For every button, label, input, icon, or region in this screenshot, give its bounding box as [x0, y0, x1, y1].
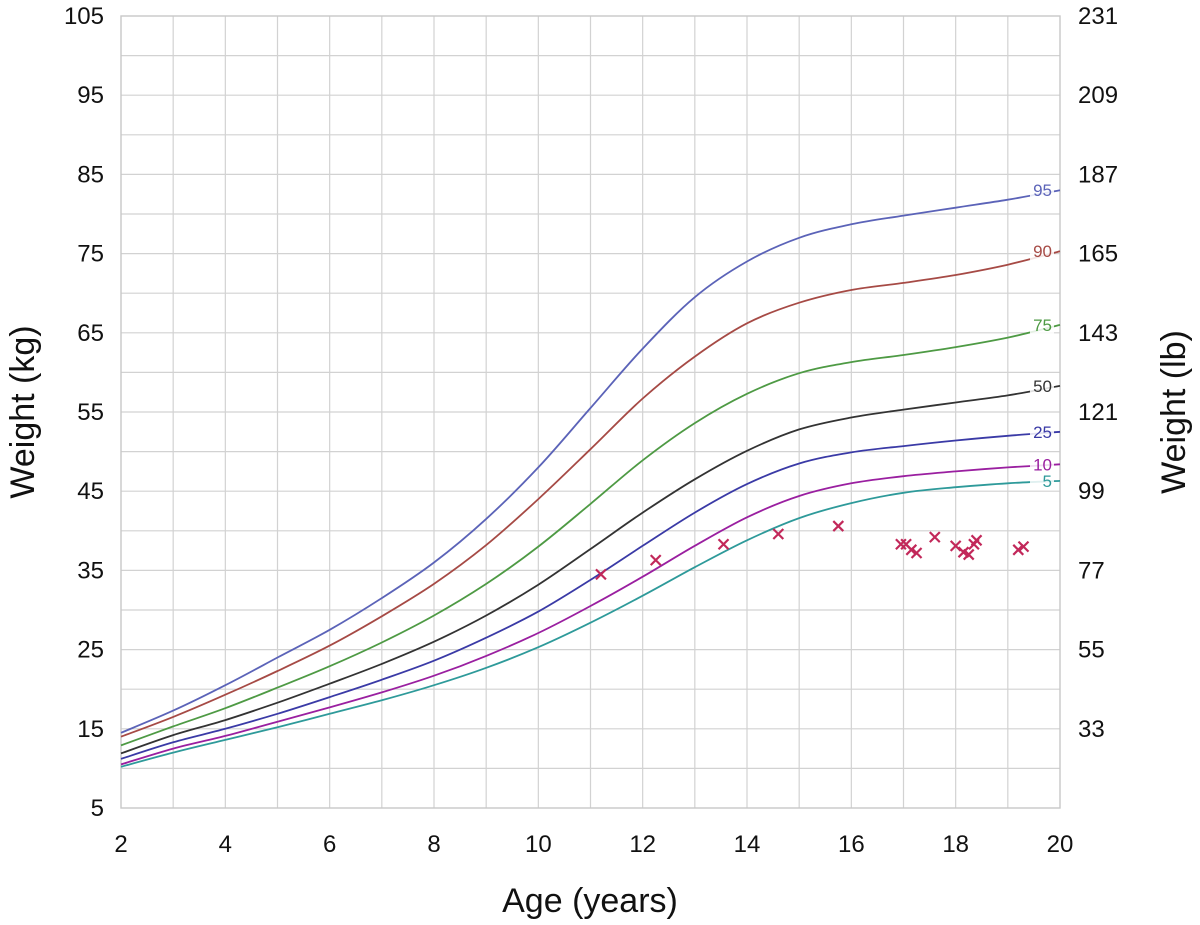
- x-tick-label: 8: [427, 831, 440, 858]
- y-tick-label: 75: [77, 241, 104, 268]
- percentile-curve-90: [120, 250, 1061, 738]
- y-tick-label: 5: [91, 795, 104, 822]
- y-tick-label: 15: [77, 716, 104, 743]
- y2-tick-label: 77: [1078, 557, 1105, 584]
- percentile-label-90: 90: [1033, 242, 1052, 261]
- y2-tick-label: 33: [1078, 716, 1105, 743]
- y-tick-label: 25: [77, 637, 104, 664]
- x-tick-label: 6: [323, 831, 336, 858]
- y2-tick-label: 209: [1078, 82, 1118, 109]
- x-tick-label: 12: [629, 831, 656, 858]
- percentile-label-95: 95: [1033, 181, 1052, 200]
- x-tick-label: 2: [114, 831, 127, 858]
- measurement-point: [832, 520, 845, 532]
- x-tick-label: 10: [525, 831, 552, 858]
- y2-tick-label: 121: [1078, 399, 1118, 426]
- y2-tick-label: 99: [1078, 478, 1105, 505]
- percentile-label-10: 10: [1033, 455, 1052, 474]
- y-tick-label: 35: [77, 557, 104, 584]
- y-tick-label: 55: [77, 399, 104, 426]
- y-axis-title: Weight (kg): [4, 325, 42, 498]
- measurement-point: [595, 568, 607, 581]
- y-tick-label: 105: [64, 3, 104, 30]
- percentile-curve-75: [120, 324, 1061, 747]
- percentile-curve-25: [120, 430, 1061, 760]
- x-tick-labels: 2 4 6 8 10 12 14 16 18 20: [114, 831, 1073, 858]
- measurement-point: [962, 548, 975, 561]
- y2-tick-label: 143: [1078, 320, 1118, 347]
- percentile-label-bg: [1030, 455, 1054, 474]
- percentile-labels: 95 90 75 50 25 105: [1030, 181, 1054, 491]
- patient-measurements: [595, 520, 1030, 581]
- measurement-point: [910, 547, 923, 559]
- gridlines: [121, 16, 1060, 808]
- percentile-curve-5: [120, 480, 1061, 768]
- percentile-label-bg: [1030, 422, 1054, 441]
- y2-tick-labels: 33 55 77 99 121 143 165 187 209 231: [1078, 3, 1118, 743]
- x-tick-label: 16: [838, 831, 865, 858]
- x-tick-label: 20: [1047, 831, 1074, 858]
- y2-tick-label: 165: [1078, 241, 1118, 268]
- x-axis-title: Age (years): [502, 882, 678, 920]
- y2-axis-title: Weight (lb): [1155, 330, 1193, 494]
- y-tick-labels: 5 15 25 35 45 55 65 75 85 95 105: [64, 3, 104, 822]
- percentile-curve-10: [120, 463, 1061, 766]
- percentile-label-75: 75: [1033, 316, 1052, 335]
- measurement-point: [905, 544, 918, 556]
- percentile-curve-50: [120, 385, 1061, 755]
- percentile-label-bg: [1030, 471, 1054, 490]
- measurement-point: [717, 538, 730, 551]
- y-tick-label: 65: [77, 320, 104, 347]
- percentile-label-bg: [1030, 376, 1054, 395]
- percentile-label-25: 25: [1033, 423, 1052, 442]
- percentile-curve-95: [120, 189, 1061, 734]
- measurement-point: [1012, 544, 1025, 556]
- x-tick-label: 14: [734, 831, 761, 858]
- measurement-point: [772, 528, 785, 540]
- percentile-label-bg: [1030, 315, 1054, 334]
- y-tick-label: 95: [77, 82, 104, 109]
- percentile-label-bg: [1030, 181, 1054, 200]
- percentile-curves: [120, 189, 1061, 768]
- measurement-point: [1017, 540, 1030, 553]
- x-tick-label: 4: [219, 831, 232, 858]
- y2-tick-label: 231: [1078, 3, 1118, 30]
- x-tick-label: 18: [942, 831, 969, 858]
- y-tick-label: 45: [77, 478, 104, 505]
- percentile-label-bg: [1030, 242, 1054, 261]
- measurement-point: [970, 534, 983, 547]
- measurement-point: [649, 554, 662, 566]
- measurement-point: [929, 531, 941, 543]
- plot-frame: [120, 15, 1061, 809]
- measurement-point: [895, 538, 907, 551]
- percentile-label-50: 50: [1033, 377, 1052, 396]
- y-tick-label: 85: [77, 161, 104, 188]
- y2-tick-label: 55: [1078, 637, 1105, 664]
- percentile-label-5: 5: [1043, 472, 1052, 491]
- y2-tick-label: 187: [1078, 161, 1118, 188]
